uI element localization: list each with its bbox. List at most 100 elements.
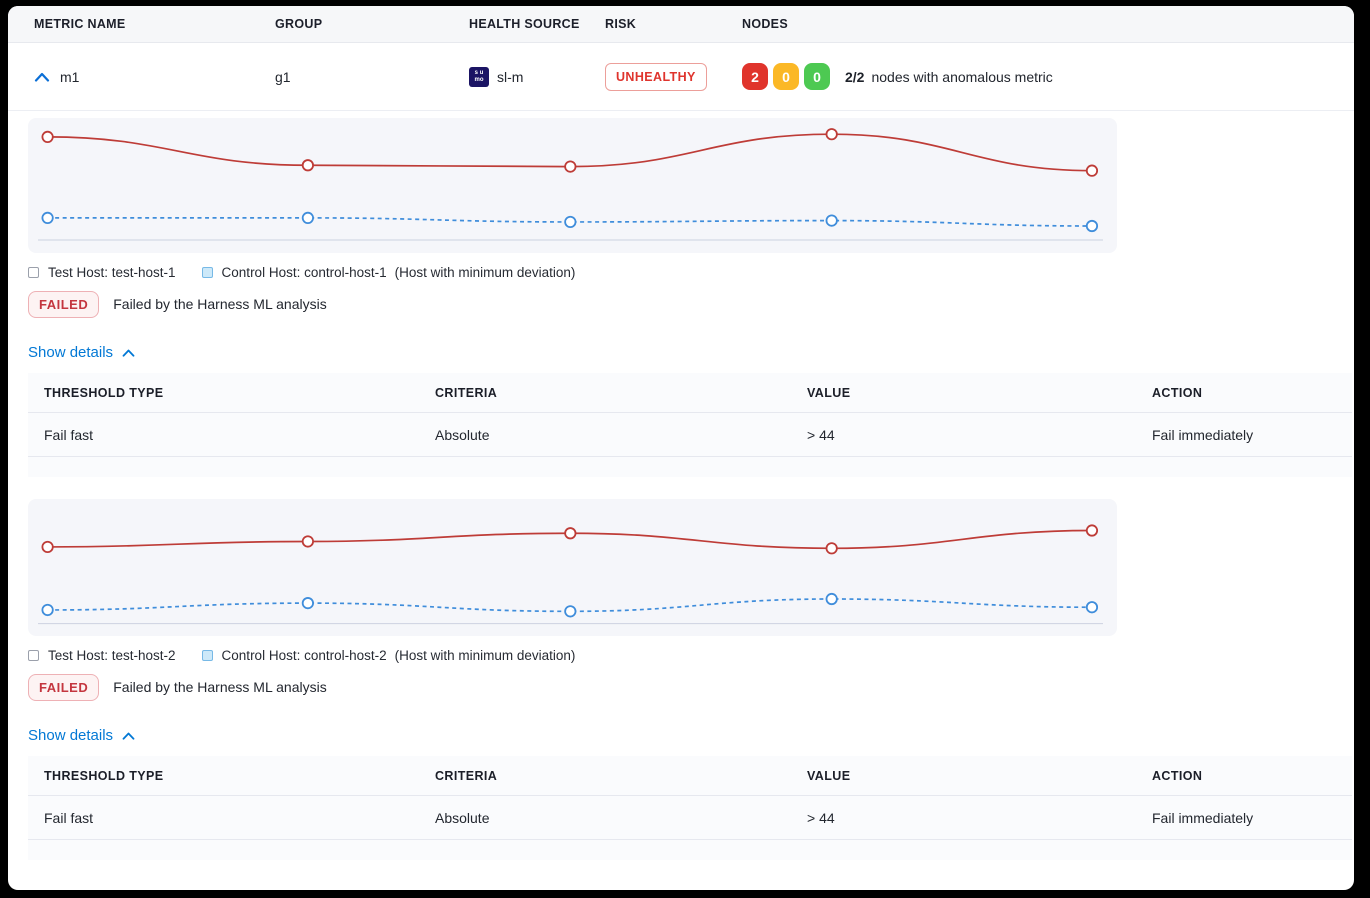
analysis-status-row-2: FAILED Failed by the Harness ML analysis	[28, 673, 1354, 701]
health-source-cell: s u mo sl-m	[469, 66, 605, 87]
failed-status-badge: FAILED	[28, 673, 100, 701]
data-point-marker	[301, 597, 314, 610]
data-point-marker	[301, 535, 314, 548]
test-host-swatch-icon	[28, 650, 39, 661]
data-point-marker	[564, 605, 577, 618]
legend-item-control-host-2[interactable]: Control Host: control-host-2 (Host with …	[201, 648, 576, 663]
line-chart-svg	[38, 524, 1103, 625]
control-host-label: Control Host: control-host-1	[221, 265, 387, 280]
column-header-nodes: NODES	[742, 17, 788, 31]
threshold-table-1: THRESHOLD TYPE CRITERIA VALUE ACTION Fai…	[28, 373, 1352, 477]
col-value: VALUE	[807, 385, 851, 400]
data-point-marker	[1085, 601, 1099, 614]
show-details-link-2[interactable]: Show details	[28, 727, 135, 744]
timeseries-chart-host-1[interactable]	[28, 118, 1117, 253]
data-point-marker	[1085, 524, 1099, 537]
action-value: Fail immediately	[1152, 426, 1254, 443]
metrics-table-header: METRIC NAME GROUP HEALTH SOURCE RISK NOD…	[8, 6, 1354, 43]
control-host-note: (Host with minimum deviation)	[394, 265, 576, 280]
data-point-marker	[825, 128, 838, 141]
data-point-marker	[41, 130, 54, 143]
failed-status-badge: FAILED	[28, 290, 100, 318]
column-header-risk: RISK	[605, 17, 637, 31]
threshold-table-header-1: THRESHOLD TYPE CRITERIA VALUE ACTION	[28, 373, 1352, 413]
metrics-analysis-panel: METRIC NAME GROUP HEALTH SOURCE RISK NOD…	[8, 6, 1354, 890]
anomalous-nodes-badge: 2	[742, 63, 768, 90]
col-criteria: CRITERIA	[435, 385, 498, 400]
collapse-chevron-up-icon[interactable]	[34, 72, 50, 82]
threshold-table-header-2: THRESHOLD TYPE CRITERIA VALUE ACTION	[28, 756, 1352, 796]
failed-status-message: Failed by the Harness ML analysis	[113, 296, 327, 312]
group-name: g1	[275, 68, 291, 85]
data-point-marker	[1085, 164, 1099, 177]
sumo-logic-icon: s u mo	[469, 66, 489, 87]
group-cell: g1	[275, 69, 469, 85]
control-host-series-line	[47, 598, 1092, 613]
data-point-marker	[564, 215, 577, 229]
risk-status-badge: UNHEALTHY	[605, 62, 707, 91]
show-details-label: Show details	[28, 727, 114, 744]
host-analysis-section-2: Test Host: test-host-2 Control Host: con…	[28, 499, 1354, 860]
healthy-nodes-badge: 0	[804, 63, 830, 90]
data-point-marker	[1085, 219, 1099, 233]
col-criteria: CRITERIA	[435, 768, 498, 783]
failed-status-message: Failed by the Harness ML analysis	[113, 679, 327, 695]
warning-nodes-badge: 0	[773, 63, 799, 90]
data-point-marker	[41, 603, 54, 617]
metric-row[interactable]: m1 g1 s u mo sl-m UNHEALTHY 2 0 0 2/2 no…	[8, 43, 1354, 111]
table-row: Fail fast Absolute > 44 Fail immediately	[28, 796, 1352, 840]
show-details-link-1[interactable]: Show details	[28, 344, 135, 361]
risk-cell: UNHEALTHY	[605, 62, 742, 91]
legend-item-test-host-2[interactable]: Test Host: test-host-2	[28, 648, 176, 663]
line-chart-svg	[38, 128, 1103, 241]
chart-legend-1: Test Host: test-host-1 Control Host: con…	[28, 265, 1354, 280]
metric-name: m1	[60, 68, 80, 85]
show-details-label: Show details	[28, 344, 114, 361]
column-header-health-source: HEALTH SOURCE	[469, 17, 580, 31]
col-threshold-type: THRESHOLD TYPE	[44, 768, 164, 783]
col-threshold-type: THRESHOLD TYPE	[44, 385, 164, 400]
data-point-marker	[41, 211, 54, 225]
threshold-type-value: Fail fast	[44, 809, 94, 826]
data-point-marker	[564, 527, 577, 540]
analysis-status-row-1: FAILED Failed by the Harness ML analysis	[28, 290, 1354, 318]
data-point-marker	[564, 160, 577, 173]
host-analysis-section-1: Test Host: test-host-1 Control Host: con…	[28, 118, 1354, 477]
criteria-value: Absolute	[435, 426, 490, 443]
column-header-metric-name: METRIC NAME	[34, 17, 126, 31]
node-summary-text: nodes with anomalous metric	[871, 68, 1053, 85]
threshold-table-2: THRESHOLD TYPE CRITERIA VALUE ACTION Fai…	[28, 756, 1352, 860]
expanded-metric-details: Test Host: test-host-1 Control Host: con…	[8, 111, 1354, 860]
data-point-marker	[825, 592, 838, 606]
data-point-marker	[41, 540, 54, 554]
node-count-badges: 2 0 0	[742, 63, 830, 90]
test-host-label: Test Host: test-host-2	[48, 648, 176, 663]
control-host-swatch-icon	[201, 650, 213, 661]
control-host-swatch-icon	[201, 267, 213, 278]
data-point-marker	[825, 214, 838, 227]
node-ratio: 2/2	[845, 68, 865, 85]
action-value: Fail immediately	[1152, 809, 1254, 826]
col-value: VALUE	[807, 768, 851, 783]
value-value: > 44	[807, 426, 835, 443]
legend-item-test-host-1[interactable]: Test Host: test-host-1	[28, 265, 176, 280]
metric-name-cell: m1	[34, 69, 275, 85]
chart-legend-2: Test Host: test-host-2 Control Host: con…	[28, 648, 1354, 663]
timeseries-chart-host-2[interactable]	[28, 499, 1117, 636]
test-host-swatch-icon	[28, 267, 39, 278]
data-point-marker	[825, 542, 838, 555]
control-host-label: Control Host: control-host-2	[221, 648, 387, 663]
nodes-cell: 2 0 0 2/2 nodes with anomalous metric	[742, 63, 1354, 90]
legend-item-control-host-1[interactable]: Control Host: control-host-1 (Host with …	[201, 265, 576, 280]
control-host-note: (Host with minimum deviation)	[394, 648, 576, 663]
chevron-up-icon	[122, 349, 135, 357]
control-host-series-line	[47, 217, 1092, 227]
chevron-up-icon	[122, 732, 135, 740]
column-header-group: GROUP	[275, 17, 323, 31]
data-point-marker	[301, 159, 314, 172]
health-source-name: sl-m	[497, 68, 524, 85]
threshold-type-value: Fail fast	[44, 426, 94, 443]
col-action: ACTION	[1152, 385, 1203, 400]
test-host-label: Test Host: test-host-1	[48, 265, 176, 280]
value-value: > 44	[807, 809, 835, 826]
